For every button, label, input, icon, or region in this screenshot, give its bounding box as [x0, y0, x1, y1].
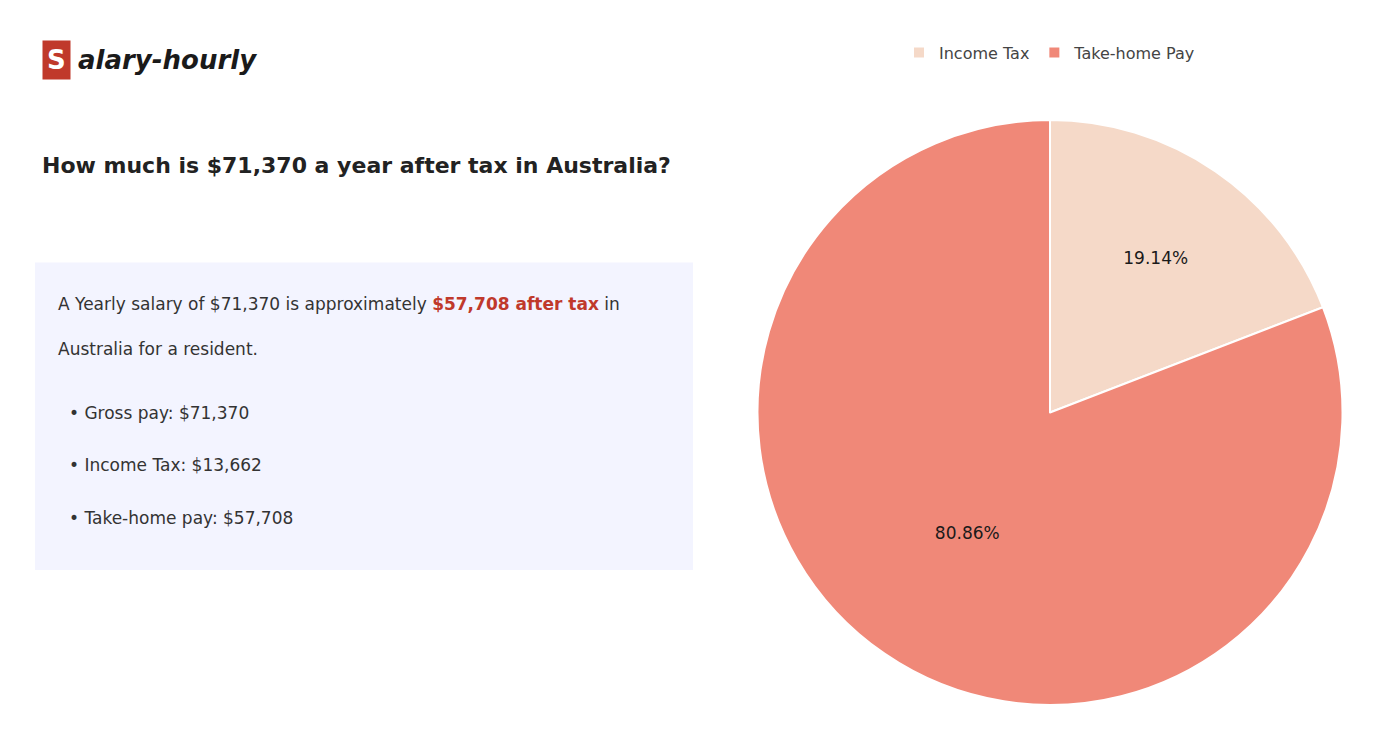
svg-text:19.14%: 19.14%	[1123, 248, 1188, 268]
svg-text:80.86%: 80.86%	[935, 523, 1000, 543]
svg-text:Take-home Pay: Take-home Pay	[1073, 44, 1194, 63]
svg-text:• Income Tax: $13,662: • Income Tax: $13,662	[69, 455, 262, 475]
svg-text:S: S	[47, 45, 66, 75]
svg-text:A Yearly salary of $71,370 is: A Yearly salary of $71,370 is approximat…	[58, 294, 620, 314]
svg-text:How much is $71,370 a year aft: How much is $71,370 a year after tax in …	[42, 153, 671, 178]
svg-text:Australia for a resident.: Australia for a resident.	[58, 339, 258, 359]
svg-text:alary-hourly: alary-hourly	[78, 45, 257, 75]
svg-text:• Gross pay: $71,370: • Gross pay: $71,370	[69, 403, 249, 423]
svg-text:Income Tax: Income Tax	[939, 44, 1029, 63]
svg-text:• Take-home pay: $57,708: • Take-home pay: $57,708	[69, 508, 293, 528]
